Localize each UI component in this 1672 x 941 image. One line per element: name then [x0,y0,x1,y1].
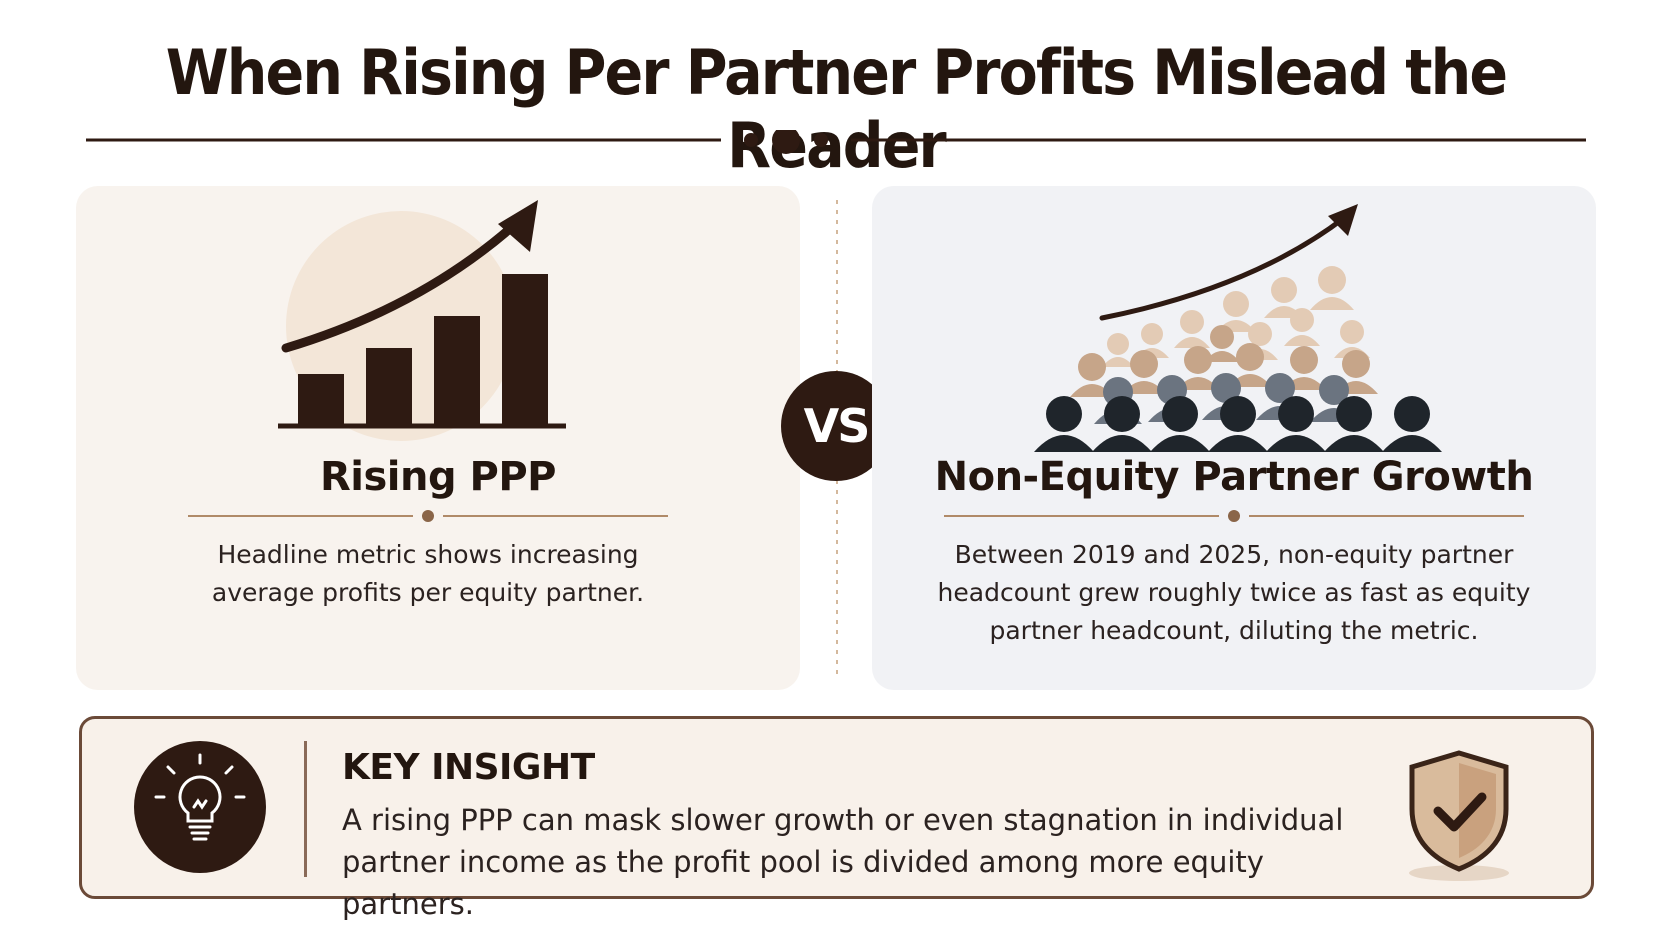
key-insight-box: KEY INSIGHT A rising PPP can mask slower… [79,716,1594,921]
rising-ppp-title: Rising PPP [319,454,557,500]
right-panel-divider [944,510,1524,522]
crowd-of-people-icon [1034,204,1442,452]
non-equity-growth-title: Non-Equity Partner Growth [934,454,1534,500]
lightbulb-icon [134,741,266,873]
title-divider [86,130,1586,154]
rising-bar-chart-icon [278,200,566,441]
non-equity-growth-panel: Non-Equity Partner Growth Between 2019 a… [872,186,1596,690]
rising-ppp-description: Headline metric shows increasing average… [211,540,645,607]
key-insight-heading: KEY INSIGHT [342,747,595,788]
insight-separator [304,741,307,877]
shield-check-icon [1409,750,1509,881]
page-title: When Rising Per Partner Profits Mislead … [165,36,1508,182]
rising-ppp-panel: Rising PPP Headline metric shows increas… [76,186,800,690]
left-panel-divider [188,510,668,522]
key-insight-text: A rising PPP can mask slower growth or e… [342,803,1344,921]
non-equity-growth-description: Between 2019 and 2025, non-equity partne… [937,540,1531,645]
